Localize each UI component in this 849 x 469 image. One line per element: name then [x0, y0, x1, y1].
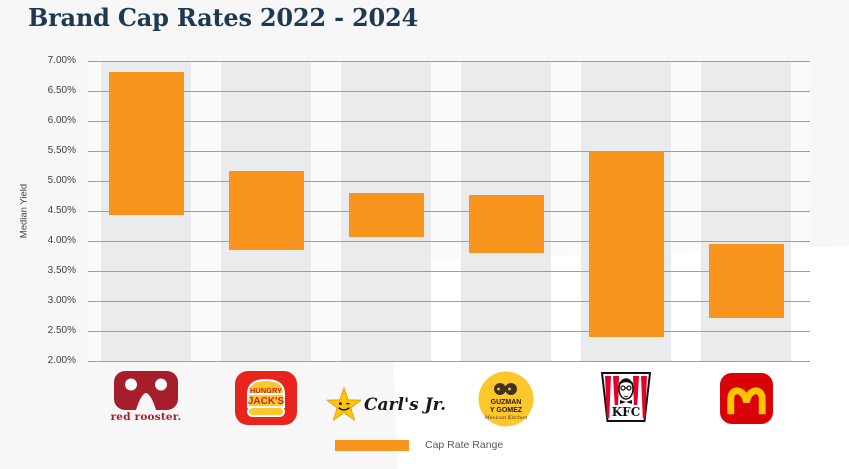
y-tick-label: 5.50% — [47, 145, 76, 156]
cap-rate-bar-mcdonald-s — [708, 244, 784, 318]
gridline — [88, 91, 810, 92]
gridline — [88, 361, 810, 362]
brand-logo-kfc: KFC — [566, 368, 686, 430]
svg-text:KFC: KFC — [612, 405, 641, 419]
gridline — [88, 181, 810, 182]
plot-area — [88, 61, 810, 362]
legend-swatch — [335, 439, 409, 451]
svg-text:HUNGRY: HUNGRY — [250, 386, 282, 395]
gridline — [88, 211, 810, 212]
cap-rate-bar-kfc — [588, 151, 664, 337]
hungry-jacks-icon: HUNGRY JACK'S — [235, 371, 297, 425]
svg-text:Y GOMEZ: Y GOMEZ — [490, 407, 523, 414]
y-tick-label: 2.50% — [47, 325, 76, 336]
cap-rate-bar-red-rooster — [108, 71, 184, 216]
legend: Cap Rate Range — [335, 439, 503, 451]
gridline — [88, 151, 810, 152]
red-rooster-wordmark: red rooster. — [110, 411, 182, 423]
chart-title: Brand Cap Rates 2022 - 2024 — [28, 3, 418, 32]
gridline — [88, 241, 810, 242]
y-tick-label: 4.50% — [47, 205, 76, 216]
brand-logo-row: red rooster. HUNGRY JACK'S Carl's Jr. — [0, 368, 849, 430]
carls-jr-star-icon — [326, 386, 362, 422]
brand-logo-carls-jr: Carl's Jr. — [326, 368, 446, 430]
y-tick-label: 2.00% — [47, 355, 76, 366]
gridline — [88, 331, 810, 332]
brand-logo-red-rooster: red rooster. — [86, 368, 206, 430]
y-tick-label: 6.00% — [47, 115, 76, 126]
brand-logo-guzman-y-gomez: GUZMAN Y GOMEZ Mexican Kitchen — [446, 368, 566, 430]
cap-rate-bar-hungry-jack-s — [228, 171, 304, 250]
svg-text:GUZMAN: GUZMAN — [491, 399, 522, 406]
guzman-y-gomez-icon: GUZMAN Y GOMEZ Mexican Kitchen — [478, 371, 534, 427]
carls-jr-wordmark: Carl's Jr. — [363, 395, 446, 415]
cap-rate-bar-guzman-y-gomez — [468, 194, 544, 253]
mcdonalds-icon — [719, 373, 773, 424]
brand-logo-hungry-jacks: HUNGRY JACK'S — [206, 368, 326, 430]
legend-label: Cap Rate Range — [425, 439, 504, 451]
gridline — [88, 301, 810, 302]
svg-text:JACK'S: JACK'S — [248, 396, 285, 407]
y-tick-label: 3.00% — [47, 295, 76, 306]
y-tick-label: 7.00% — [47, 55, 76, 66]
y-tick-label: 5.00% — [47, 175, 76, 186]
y-tick-label: 6.50% — [47, 85, 76, 96]
svg-text:Mexican Kitchen: Mexican Kitchen — [484, 415, 528, 421]
red-rooster-icon — [114, 371, 178, 410]
y-tick-label: 4.00% — [47, 235, 76, 246]
gridline — [88, 61, 810, 62]
brand-logo-mcdonalds — [686, 368, 806, 430]
kfc-icon: KFC — [600, 372, 652, 422]
y-tick-label: 3.50% — [47, 265, 76, 276]
gridline — [88, 271, 810, 272]
cap-rate-bar-carl-s-jr — [348, 193, 424, 237]
gridline — [88, 121, 810, 122]
